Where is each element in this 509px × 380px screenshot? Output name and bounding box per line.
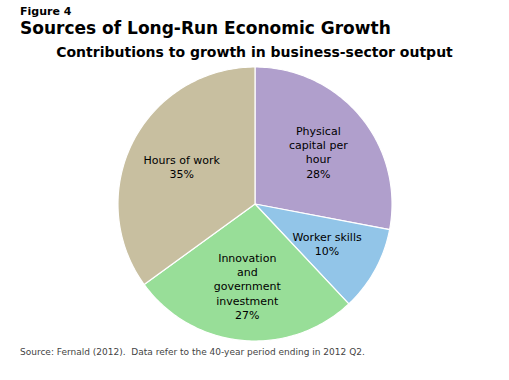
html-text:Contributions to growth in bus: Contributions to growth in business-sect…	[56, 44, 453, 60]
svg-text:Worker skills10%: Worker skills10%	[292, 231, 362, 258]
html-text:Sources of Long-Run Economic G: Sources of Long-Run Economic Growth	[20, 18, 391, 38]
svg-text:Hours of work35%: Hours of work35%	[144, 154, 221, 181]
svg-text:Physicalcapital perhour28%: Physicalcapital perhour28%	[289, 125, 348, 181]
html-text:Source: Fernald (2012). Data r: Source: Fernald (2012). Data refer to th…	[20, 347, 365, 357]
svg-text:Innovationandgovernmentinvestm: Innovationandgovernmentinvestment27%	[214, 252, 282, 322]
html-text:Figure 4: Figure 4	[20, 5, 72, 18]
